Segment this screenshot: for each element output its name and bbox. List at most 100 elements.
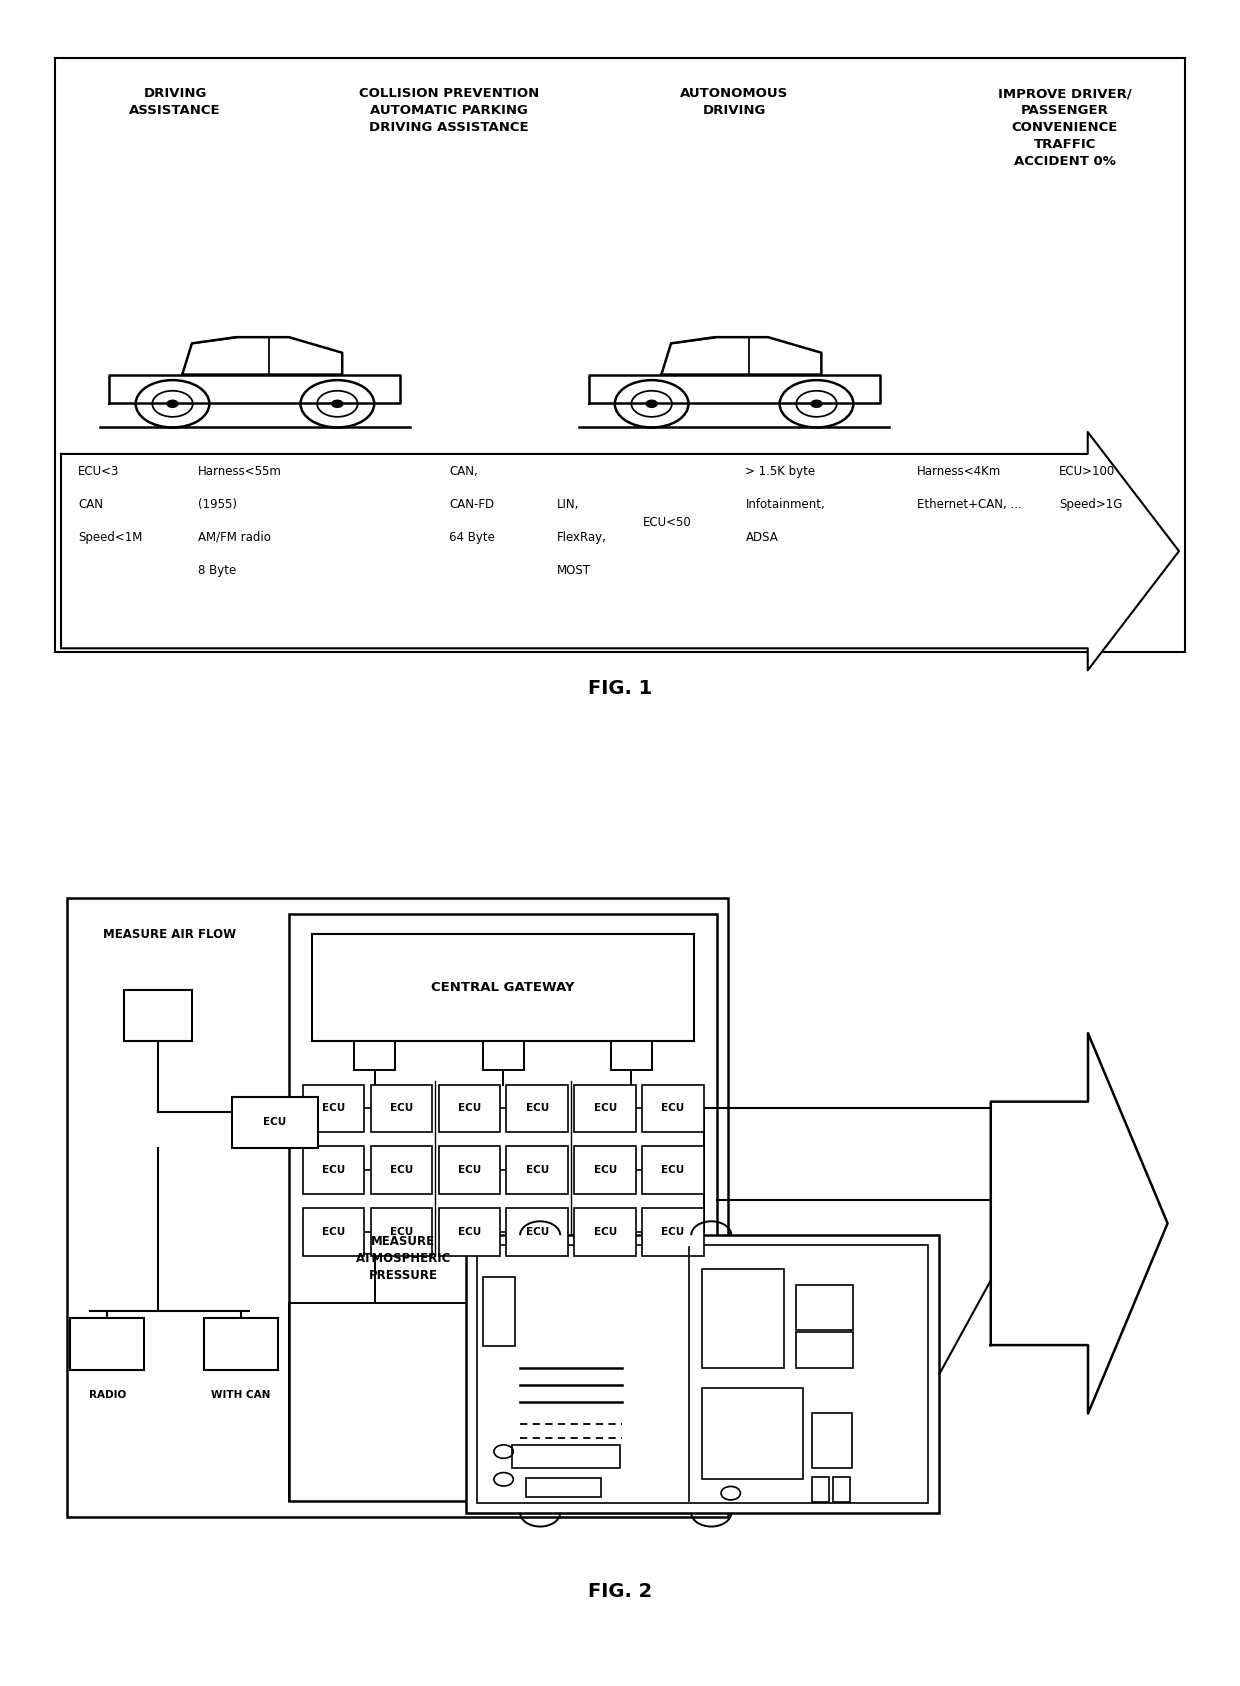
Text: > 1.5K byte: > 1.5K byte xyxy=(745,465,816,477)
Text: FlexRay,: FlexRay, xyxy=(557,531,608,545)
Bar xyxy=(702,1268,785,1369)
Text: Speed>1G: Speed>1G xyxy=(1059,497,1122,511)
Text: WITH CAN: WITH CAN xyxy=(211,1389,270,1399)
Bar xyxy=(67,899,728,1517)
Text: FIG. 2: FIG. 2 xyxy=(588,1583,652,1602)
Text: AUTONOMOUS
DRIVING: AUTONOMOUS DRIVING xyxy=(680,88,789,118)
Bar xyxy=(477,1244,928,1504)
Text: ECU: ECU xyxy=(594,1165,616,1175)
Text: ECU: ECU xyxy=(389,1227,413,1238)
Circle shape xyxy=(332,400,343,408)
Text: MEASURE
ATMOSPHERIC
PRESSURE: MEASURE ATMOSPHERIC PRESSURE xyxy=(356,1236,451,1283)
Bar xyxy=(506,1146,568,1194)
Bar xyxy=(642,1084,704,1133)
Bar xyxy=(484,1276,515,1345)
Bar xyxy=(611,1040,652,1069)
Bar xyxy=(482,1040,523,1069)
Polygon shape xyxy=(661,337,821,374)
Text: Harness<4Km: Harness<4Km xyxy=(916,465,1001,477)
Bar xyxy=(812,1413,852,1469)
Text: MEASURE AIR FLOW: MEASURE AIR FLOW xyxy=(103,927,236,941)
Bar xyxy=(312,934,694,1040)
Text: 8 Byte: 8 Byte xyxy=(198,563,236,577)
Circle shape xyxy=(811,400,822,408)
Text: ECU: ECU xyxy=(526,1103,549,1113)
Text: ECU: ECU xyxy=(526,1227,549,1238)
Text: ECU: ECU xyxy=(661,1227,684,1238)
Circle shape xyxy=(646,400,657,408)
Bar xyxy=(796,1332,853,1369)
Bar xyxy=(512,1445,620,1469)
Text: ECU>100: ECU>100 xyxy=(1059,465,1116,477)
Bar xyxy=(439,1146,500,1194)
Text: ECU: ECU xyxy=(389,1103,413,1113)
Text: ECU<50: ECU<50 xyxy=(642,516,692,529)
Text: CENTRAL GATEWAY: CENTRAL GATEWAY xyxy=(432,981,575,993)
Bar xyxy=(702,1388,802,1479)
Text: (1955): (1955) xyxy=(198,497,237,511)
Text: RADIO: RADIO xyxy=(88,1389,125,1399)
Text: 64 Byte: 64 Byte xyxy=(449,531,495,545)
Polygon shape xyxy=(182,337,342,374)
Text: ECU: ECU xyxy=(594,1103,616,1113)
Bar xyxy=(439,1209,500,1256)
Bar xyxy=(506,1084,568,1133)
Text: CAN-FD: CAN-FD xyxy=(449,497,494,511)
Text: Infotainment,: Infotainment, xyxy=(745,497,826,511)
Text: ECU: ECU xyxy=(458,1165,481,1175)
Bar xyxy=(371,1146,433,1194)
Text: ECU: ECU xyxy=(458,1103,481,1113)
Bar xyxy=(466,1236,940,1512)
Text: AM/FM radio: AM/FM radio xyxy=(198,531,270,545)
Polygon shape xyxy=(61,432,1179,671)
Text: CAN: CAN xyxy=(78,497,103,511)
Bar xyxy=(303,1209,365,1256)
Text: ECU: ECU xyxy=(661,1103,684,1113)
Text: ADSA: ADSA xyxy=(745,531,779,545)
Text: DRIVING
ASSISTANCE: DRIVING ASSISTANCE xyxy=(129,88,221,118)
Bar xyxy=(796,1285,853,1330)
Bar xyxy=(371,1084,433,1133)
Text: IMPROVE DRIVER/
PASSENGER
CONVENIENCE
TRAFFIC
ACCIDENT 0%: IMPROVE DRIVER/ PASSENGER CONVENIENCE TR… xyxy=(998,88,1132,169)
Bar xyxy=(812,1477,828,1502)
Bar xyxy=(527,1479,600,1497)
Polygon shape xyxy=(109,374,401,403)
Text: ECU<3: ECU<3 xyxy=(78,465,119,477)
Text: Ethernet+CAN, ...: Ethernet+CAN, ... xyxy=(916,497,1022,511)
Text: ECU: ECU xyxy=(458,1227,481,1238)
Bar xyxy=(203,1318,278,1371)
Bar xyxy=(71,1318,144,1371)
Text: ECU: ECU xyxy=(526,1165,549,1175)
Text: ECU: ECU xyxy=(661,1165,684,1175)
Text: ECU: ECU xyxy=(389,1165,413,1175)
Polygon shape xyxy=(991,1034,1168,1413)
Bar xyxy=(355,1040,396,1069)
Bar xyxy=(371,1209,433,1256)
Text: COLLISION PREVENTION
AUTOMATIC PARKING
DRIVING ASSISTANCE: COLLISION PREVENTION AUTOMATIC PARKING D… xyxy=(358,88,539,135)
Polygon shape xyxy=(589,374,879,403)
Text: Speed<1M: Speed<1M xyxy=(78,531,143,545)
Bar xyxy=(439,1084,500,1133)
Bar xyxy=(303,1084,365,1133)
Bar xyxy=(289,914,717,1501)
Text: LIN,: LIN, xyxy=(557,497,579,511)
Bar xyxy=(124,990,192,1040)
Text: MOST: MOST xyxy=(557,563,591,577)
Bar xyxy=(833,1477,851,1502)
Bar xyxy=(574,1084,636,1133)
Circle shape xyxy=(167,400,179,408)
Bar xyxy=(574,1209,636,1256)
Text: FIG. 1: FIG. 1 xyxy=(588,679,652,698)
Bar xyxy=(642,1209,704,1256)
Text: ECU: ECU xyxy=(594,1227,616,1238)
Text: CAN,: CAN, xyxy=(449,465,477,477)
Text: ECU: ECU xyxy=(322,1103,345,1113)
Bar xyxy=(574,1146,636,1194)
Text: ECU: ECU xyxy=(263,1118,286,1128)
Bar xyxy=(506,1209,568,1256)
Text: Harness<55m: Harness<55m xyxy=(198,465,281,477)
Bar xyxy=(56,57,1184,652)
Bar xyxy=(303,1146,365,1194)
Bar xyxy=(232,1096,317,1148)
Bar xyxy=(642,1146,704,1194)
